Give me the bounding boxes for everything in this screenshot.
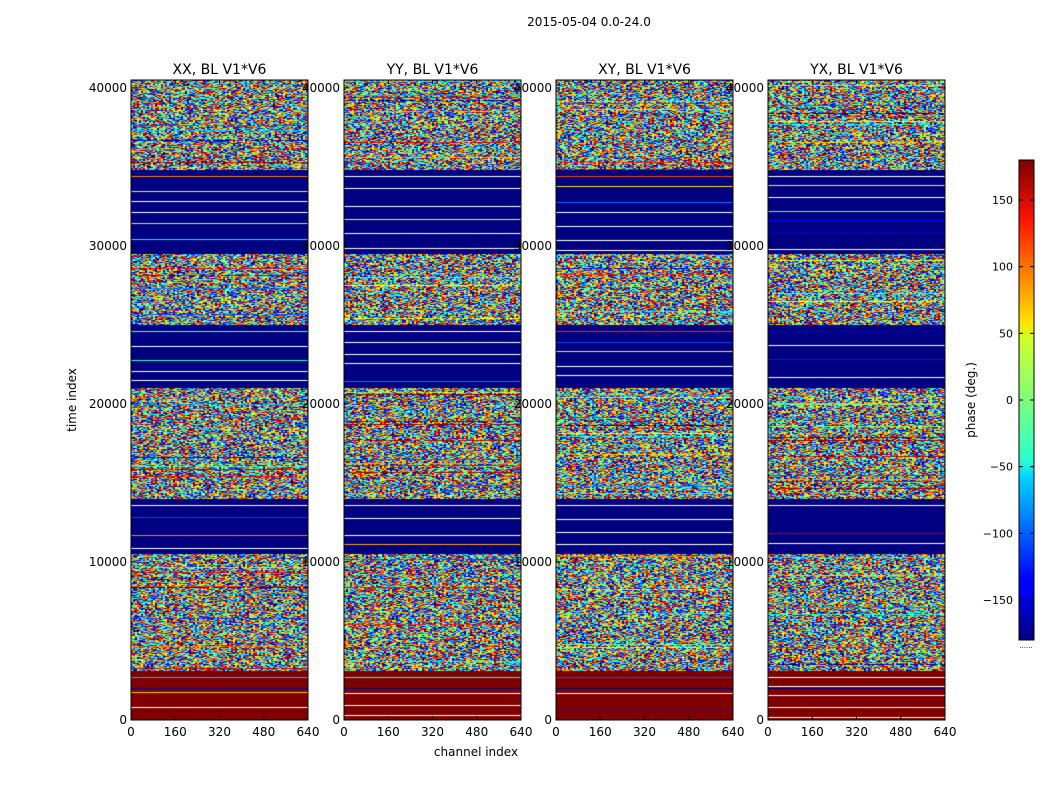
y-tick-label: 0 xyxy=(332,713,340,727)
panel-4: YX, BL V1*V6 0 160 320 480 640 0 10000 20000 3000… xyxy=(726,62,957,739)
y-tick-label: 20000 xyxy=(514,397,552,411)
y-tick-label: 30000 xyxy=(89,239,127,253)
suptitle: 2015-05-04 0.0-24.0 xyxy=(527,15,651,29)
x-tick-label: 160 xyxy=(801,725,824,739)
x-tick-label: 640 xyxy=(722,725,745,739)
colorbar-tick-label: 0 xyxy=(1006,394,1013,407)
y-tick-label: 20000 xyxy=(302,397,340,411)
y-tick-label: 10000 xyxy=(302,555,340,569)
x-tick-label: 0 xyxy=(340,725,348,739)
y-tick-label: 0 xyxy=(756,713,764,727)
colorbar-tick-label: −100 xyxy=(983,527,1013,540)
colorbar-tick-label: 50 xyxy=(999,327,1013,340)
panel-2: YY, BL V1*V6 0 160 320 480 640 0 10000 20000 3000… xyxy=(302,62,533,739)
x-tick-label: 320 xyxy=(208,725,231,739)
x-tick-label: 480 xyxy=(677,725,700,739)
colorbar-tick-label: −50 xyxy=(990,461,1013,474)
colorbar-tick-label: 150 xyxy=(992,194,1013,207)
x-tick-label: 320 xyxy=(421,725,444,739)
x-tick-label: 640 xyxy=(934,725,957,739)
panel-title: YX, BL V1*V6 xyxy=(809,62,903,78)
panel-title: XY, BL V1*V6 xyxy=(598,62,691,78)
heatmap-image xyxy=(556,80,733,720)
y-tick-label: 30000 xyxy=(514,239,552,253)
y-tick-label: 40000 xyxy=(514,81,552,95)
y-tick-label: 10000 xyxy=(726,555,764,569)
heatmap-image xyxy=(344,80,521,720)
x-tick-label: 0 xyxy=(552,725,560,739)
y-tick-label: 10000 xyxy=(89,555,127,569)
y-tick-label: 20000 xyxy=(726,397,764,411)
colorbar-tick-label: −150 xyxy=(983,594,1013,607)
x-tick-label: 480 xyxy=(889,725,912,739)
x-tick-label: 160 xyxy=(377,725,400,739)
x-axis-label: channel index xyxy=(434,745,518,759)
x-tick-label: 640 xyxy=(297,725,320,739)
heatmap-image xyxy=(768,80,945,720)
panel-title: YY, BL V1*V6 xyxy=(386,62,479,78)
y-tick-label: 0 xyxy=(119,713,127,727)
y-axis-label: time index xyxy=(65,368,79,432)
y-tick-label: 10000 xyxy=(514,555,552,569)
x-tick-label: 320 xyxy=(633,725,656,739)
y-tick-label: 30000 xyxy=(302,239,340,253)
y-tick-label: 0 xyxy=(544,713,552,727)
colorbar: 150 100 50 0 −50 −100 −150 phase (deg.) ...... xyxy=(964,159,1035,650)
y-tick-label: 20000 xyxy=(89,397,127,411)
x-tick-label: 0 xyxy=(127,725,135,739)
heatmap-image xyxy=(131,80,308,720)
colorbar-offset-dots: ...... xyxy=(1019,642,1032,650)
colorbar-tick-label: 100 xyxy=(992,261,1013,274)
y-tick-label: 30000 xyxy=(726,239,764,253)
colorbar-label: phase (deg.) xyxy=(964,362,978,438)
x-tick-label: 480 xyxy=(252,725,275,739)
x-tick-label: 160 xyxy=(164,725,187,739)
y-tick-label: 40000 xyxy=(726,81,764,95)
x-tick-label: 640 xyxy=(510,725,533,739)
panel-title: XX, BL V1*V6 xyxy=(173,62,267,78)
x-tick-label: 480 xyxy=(465,725,488,739)
panel-1: XX, BL V1*V6 0 160 320 480 640 0 10000 20000 3000… xyxy=(89,62,320,739)
y-tick-label: 40000 xyxy=(89,81,127,95)
y-tick-label: 40000 xyxy=(302,81,340,95)
panel-3: XY, BL V1*V6 0 160 320 480 640 0 10000 20000 3000… xyxy=(514,62,745,739)
x-tick-label: 160 xyxy=(589,725,612,739)
panels: XX, BL V1*V6 0 160 320 480 640 0 10000 20000 3000… xyxy=(89,62,957,739)
colorbar-ticks: 150 100 50 0 −50 −100 −150 xyxy=(983,194,1034,607)
x-tick-label: 0 xyxy=(764,725,772,739)
x-tick-label: 320 xyxy=(845,725,868,739)
